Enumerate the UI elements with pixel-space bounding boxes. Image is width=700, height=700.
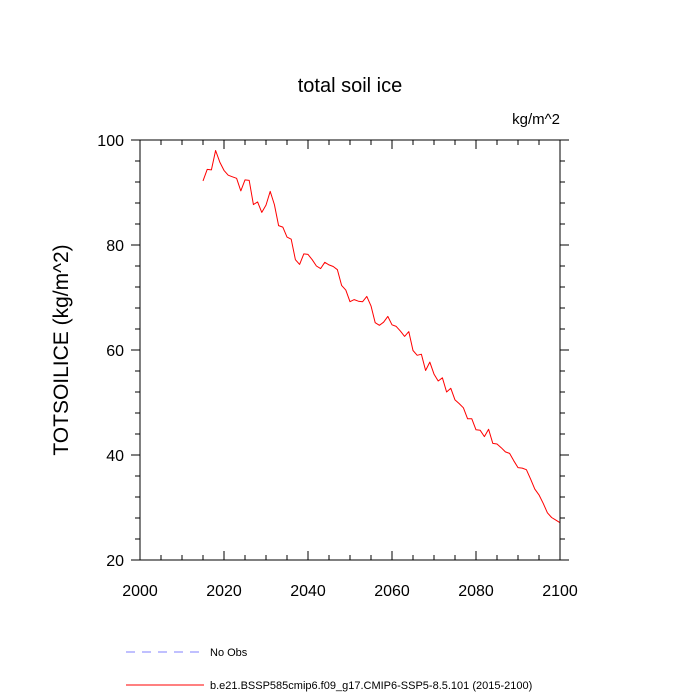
y-tick-label: 100 bbox=[97, 133, 124, 150]
units-label: kg/m^2 bbox=[512, 111, 560, 128]
x-tick-label: 2100 bbox=[542, 583, 578, 600]
y-axis-label: TOTSOILICE (kg/m^2) bbox=[50, 244, 73, 455]
y-tick-label: 80 bbox=[106, 238, 124, 255]
plot-area bbox=[202, 150, 561, 524]
x-tick-label: 2060 bbox=[374, 583, 410, 600]
x-tick-label: 2020 bbox=[206, 583, 242, 600]
legend-label: No Obs bbox=[210, 647, 248, 659]
x-tick-label: 2000 bbox=[122, 583, 158, 600]
y-tick-label: 60 bbox=[106, 343, 124, 360]
axis-ticks bbox=[131, 139, 569, 561]
legend: No Obs b.e21.BSSP585cmip6.f09_g17.CMIP6-S… bbox=[126, 647, 532, 692]
legend-label: b.e21.BSSP585cmip6.f09_g17.CMIP6-SSP5-8.… bbox=[210, 680, 532, 692]
series-line bbox=[202, 150, 561, 524]
x-tick-label: 2040 bbox=[290, 583, 326, 600]
x-tick-label: 2080 bbox=[458, 583, 494, 600]
y-tick-label: 40 bbox=[106, 448, 124, 465]
y-tick-label: 20 bbox=[106, 553, 124, 570]
plot-frame bbox=[139, 139, 561, 561]
chart-title: total soil ice bbox=[298, 75, 403, 97]
